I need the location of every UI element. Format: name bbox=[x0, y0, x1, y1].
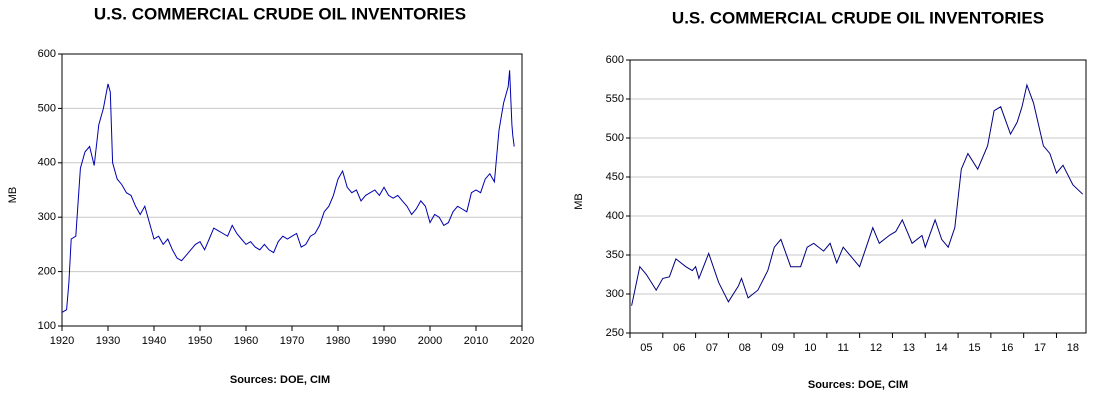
x-tick-label: 05 bbox=[640, 342, 652, 354]
y-tick-label: 400 bbox=[606, 210, 624, 222]
x-tick-label: 12 bbox=[870, 342, 882, 354]
y-axis-label: MB bbox=[7, 187, 19, 204]
x-tick-label: 08 bbox=[739, 342, 751, 354]
note: Sources: DOE, CIM bbox=[230, 374, 330, 386]
y-tick-label: 400 bbox=[38, 157, 56, 169]
line-series bbox=[61, 70, 515, 313]
plot-frame bbox=[61, 53, 523, 327]
x-tick-label: 06 bbox=[673, 342, 685, 354]
note: Sources: DOE, CIM bbox=[808, 379, 908, 391]
y-axis-label: MB bbox=[573, 193, 585, 210]
x-tick-label: 1930 bbox=[96, 335, 120, 347]
chart-title: U.S. COMMERCIAL CRUDE OIL INVENTORIES bbox=[672, 8, 1044, 27]
chart: U.S. COMMERCIAL CRUDE OIL INVENTORIES Sou… bbox=[7, 4, 534, 385]
chart: U.S. COMMERCIAL CRUDE OIL INVENTORIES Sou… bbox=[573, 8, 1087, 391]
x-tick-label: 1970 bbox=[280, 335, 304, 347]
y-tick-label: 300 bbox=[38, 211, 56, 223]
x-tick-label: 2010 bbox=[464, 335, 488, 347]
y-tick-label: 100 bbox=[38, 320, 56, 332]
y-tick-label: 500 bbox=[606, 132, 624, 144]
y-tick-label: 600 bbox=[606, 54, 624, 66]
x-tick-label: 18 bbox=[1067, 342, 1079, 354]
x-tick-label: 07 bbox=[706, 342, 718, 354]
y-tick-label: 550 bbox=[606, 93, 624, 105]
y-tick-label: 200 bbox=[38, 266, 56, 278]
y-tick-label: 350 bbox=[606, 249, 624, 261]
line-series bbox=[631, 83, 1084, 306]
x-tick-label: 09 bbox=[772, 342, 784, 354]
x-tick-label: 17 bbox=[1034, 342, 1046, 354]
y-tick-label: 450 bbox=[606, 171, 624, 183]
plot-frame bbox=[629, 59, 1087, 334]
y-tick-label: 300 bbox=[606, 288, 624, 300]
x-tick-label: 14 bbox=[936, 342, 948, 354]
y-tick-label: 250 bbox=[606, 327, 624, 339]
x-tick-label: 1950 bbox=[188, 335, 212, 347]
x-tick-label: 10 bbox=[804, 342, 816, 354]
x-tick-label: 11 bbox=[838, 342, 849, 354]
x-tick-label: 1990 bbox=[372, 335, 396, 347]
x-tick-label: 1940 bbox=[142, 335, 166, 347]
x-tick-label: 16 bbox=[1001, 342, 1013, 354]
y-tick-label: 600 bbox=[38, 48, 56, 60]
chart-title: U.S. COMMERCIAL CRUDE OIL INVENTORIES bbox=[94, 4, 466, 23]
x-tick-label: 1980 bbox=[326, 335, 350, 347]
x-tick-label: 1920 bbox=[50, 335, 74, 347]
x-tick-label: 2000 bbox=[418, 335, 442, 347]
x-tick-label: 1960 bbox=[234, 335, 258, 347]
x-tick-label: 2020 bbox=[510, 335, 534, 347]
x-tick-label: 15 bbox=[968, 342, 980, 354]
y-tick-label: 500 bbox=[38, 102, 56, 114]
x-tick-label: 13 bbox=[903, 342, 915, 354]
